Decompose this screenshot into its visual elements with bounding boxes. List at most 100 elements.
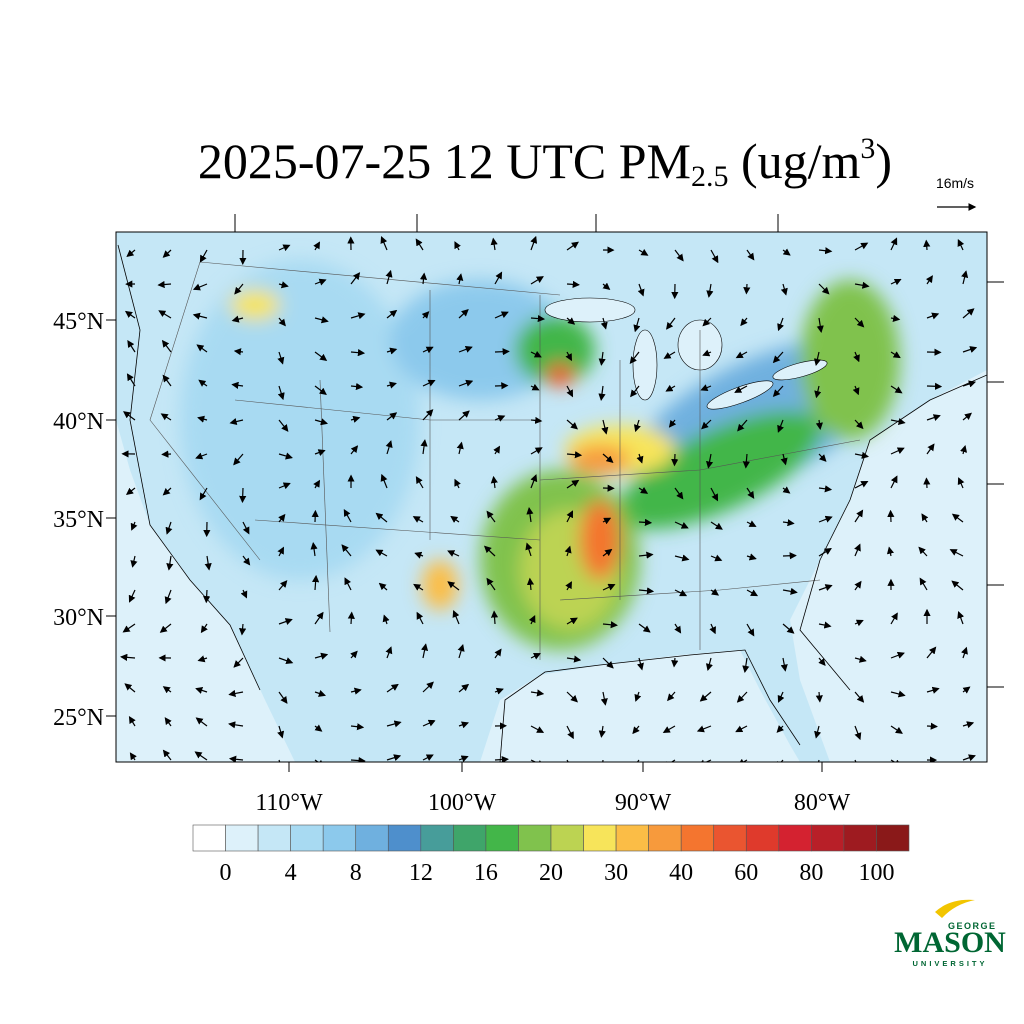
wind-arrow [780, 283, 788, 296]
wind-arrow [162, 749, 172, 761]
wind-arrow [278, 482, 291, 490]
wind-arrow [228, 755, 244, 762]
wind-arrow [600, 317, 608, 330]
wind-arrow [343, 508, 352, 523]
pacific [116, 420, 295, 762]
colorbar-label: 12 [409, 860, 433, 886]
wind-arrow [777, 419, 784, 433]
wind-arrow [447, 550, 460, 557]
wind-arrow [198, 379, 208, 387]
wind-arrow [233, 348, 244, 356]
wind-vectors [120, 235, 978, 762]
wind-arrow [421, 643, 429, 659]
colorbar-label: 40 [669, 860, 693, 886]
wind-arrow [350, 723, 365, 731]
wind-arrow [775, 759, 784, 762]
wind-arrow [126, 249, 136, 258]
wind-arrow [158, 310, 172, 319]
wind-arrow [772, 385, 784, 398]
wind-arrow [231, 381, 244, 389]
wind-arrow [962, 346, 978, 353]
wind-arrow [566, 317, 576, 325]
map [116, 232, 987, 762]
wind-arrow [663, 351, 676, 359]
wind-arrow [890, 351, 901, 359]
wind-arrow [746, 553, 757, 561]
wind-arrow [490, 610, 499, 625]
wind-arrow [120, 653, 136, 661]
wind-arrow [854, 655, 867, 663]
wind-arrow [530, 725, 545, 733]
wind-arrow [710, 487, 719, 502]
wind-arrow [638, 518, 653, 526]
wind-arrow [350, 382, 364, 391]
wind-arrow [564, 545, 572, 557]
wind-arrow [422, 754, 434, 761]
wind-arrow [890, 651, 905, 659]
wind-arrow [737, 419, 748, 432]
colorbar-box [257, 824, 291, 852]
wind-arrow [386, 720, 402, 728]
wind-arrow [385, 440, 393, 455]
wind-arrow [674, 554, 690, 562]
wind-arrow [926, 686, 940, 694]
wind-arrow [382, 614, 390, 625]
wind-arrow [566, 479, 580, 489]
wind-arrow [630, 385, 640, 398]
wind-arrow [490, 475, 498, 489]
wind-arrow [386, 412, 398, 421]
wind-arrow [566, 385, 574, 398]
wind-arrow [662, 725, 676, 733]
wind-arrow [165, 521, 173, 535]
wind-arrow [702, 317, 712, 327]
wind-arrow [344, 577, 352, 591]
wind-arrow [278, 317, 286, 327]
wind-arrow [632, 725, 640, 735]
wind-arrow [566, 691, 579, 703]
wind-arrow [386, 754, 402, 762]
wind-arrow [199, 249, 208, 263]
wind-arrow [161, 339, 172, 353]
wind-arrow [962, 686, 971, 694]
wind-arrow [890, 759, 902, 762]
wind-arrow [890, 314, 901, 322]
wind-arrow [699, 691, 712, 702]
wind-arrow [710, 249, 719, 264]
wind-arrow [456, 441, 464, 455]
wind-arrow [194, 751, 208, 761]
wind-arrow [494, 755, 509, 762]
wind-arrow [566, 725, 574, 740]
wind-arrow [854, 509, 864, 523]
lon-label: 100°W [428, 790, 497, 816]
wind-arrow [350, 312, 366, 320]
wind-arrow [854, 543, 861, 557]
wind-arrow [890, 278, 902, 286]
colorbar-box [355, 824, 389, 852]
wind-arrow [742, 453, 750, 469]
wind-arrow [490, 237, 498, 251]
wind-arrow [422, 346, 434, 354]
wind-arrow [710, 521, 723, 530]
wind-arrow [780, 453, 788, 466]
wind-arrow [313, 241, 321, 251]
colorbar: 0 4 8 12 16 20 30 40 60 80 100 [192, 824, 910, 886]
wind-arrow [566, 419, 578, 430]
wind-arrow [674, 521, 689, 529]
wind-arrow [314, 689, 326, 697]
wind-arrow [350, 650, 358, 659]
wind-arrow [637, 283, 645, 297]
wind-arrow [350, 445, 359, 455]
wind-arrow [414, 551, 424, 559]
wind-arrow [159, 623, 172, 633]
lat-label: 35°N [53, 507, 104, 533]
wind-arrow [314, 385, 327, 395]
wind-arrow [602, 453, 614, 464]
wind-arrow [710, 588, 720, 596]
wind-arrow [422, 379, 436, 387]
lat-label: 40°N [53, 409, 104, 435]
wind-arrow [239, 487, 247, 504]
wind-arrow [926, 443, 935, 455]
wind-arrow [231, 315, 244, 323]
wind-arrow [341, 544, 352, 557]
colorbar-box [843, 824, 877, 852]
